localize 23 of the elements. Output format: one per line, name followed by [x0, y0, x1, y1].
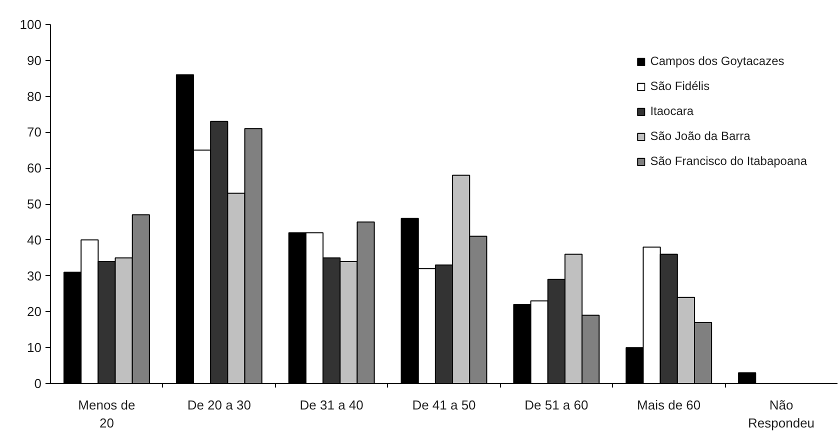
y-tick-label: 100 [20, 17, 42, 32]
y-tick-label: 90 [27, 52, 42, 68]
y-tick-label: 50 [27, 196, 42, 212]
y-tick-label: 40 [27, 232, 42, 248]
y-tick-label: 60 [27, 160, 42, 176]
x-tick-label: Não Respondeu [748, 398, 815, 430]
y-tick-label: 80 [27, 88, 42, 104]
legend-label: Itaocara [650, 104, 694, 118]
y-tick-label: 20 [27, 304, 42, 320]
y-tick-label: 30 [27, 268, 42, 284]
legend-label: Campos dos Goytacazes [650, 54, 784, 68]
x-tick-label: De 31 a 40 [300, 398, 364, 412]
x-tick-label: Mais de 60 [637, 398, 701, 412]
legend-label: São Francisco do Itabapoana [650, 154, 807, 168]
x-tick-label: De 20 a 30 [187, 398, 251, 412]
legend-label: São João da Barra [650, 129, 750, 143]
y-tick-label: 0 [34, 376, 42, 391]
y-tick-label: 10 [27, 340, 42, 356]
legend-label: São Fidélis [650, 79, 710, 93]
x-tick-label: De 41 a 50 [412, 398, 476, 412]
y-tick-label: 70 [27, 124, 42, 140]
x-tick-label: De 51 a 60 [524, 398, 588, 412]
x-tick-label: Menos de 20 [78, 398, 136, 430]
